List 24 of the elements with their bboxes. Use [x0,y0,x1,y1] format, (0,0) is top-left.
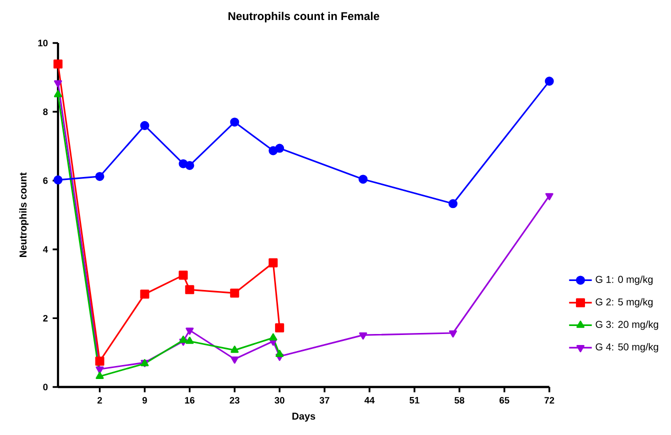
x-tick-label: 58 [454,397,464,404]
x-tick-label: 51 [410,397,420,404]
y-tick-label: 8 [43,108,48,116]
x-axis-title: Days [292,412,316,422]
x-tick-label: 44 [364,397,375,404]
x-tick-label: 9 [142,397,147,404]
legend-label: G 4: 50 mg/kg [596,343,658,352]
x-tick-label: 30 [274,397,284,404]
x-tick-label: 37 [320,397,330,404]
legend-label: G 2: 5 mg/kg [596,298,653,308]
x-tick-label: 2 [97,397,102,404]
x-tick-label: 72 [544,397,554,404]
x-tick-label: 65 [500,397,510,404]
x-tick-label: 16 [185,397,194,404]
y-tick-label: 10 [38,40,48,46]
chart-title: Neutrophils count in Female [228,12,380,22]
y-tick-label: 6 [43,177,48,184]
x-tick-label: 23 [230,397,240,404]
y-tick-label: 4 [42,246,48,253]
y-tick-label: 2 [43,314,48,322]
legend-label: G 3: 20 mg/kg [596,320,658,330]
y-axis-title: Neutrophils count [19,172,29,257]
legend-label: G 1: 0 mg/kg [596,276,653,285]
y-tick-label: 0 [43,384,48,390]
